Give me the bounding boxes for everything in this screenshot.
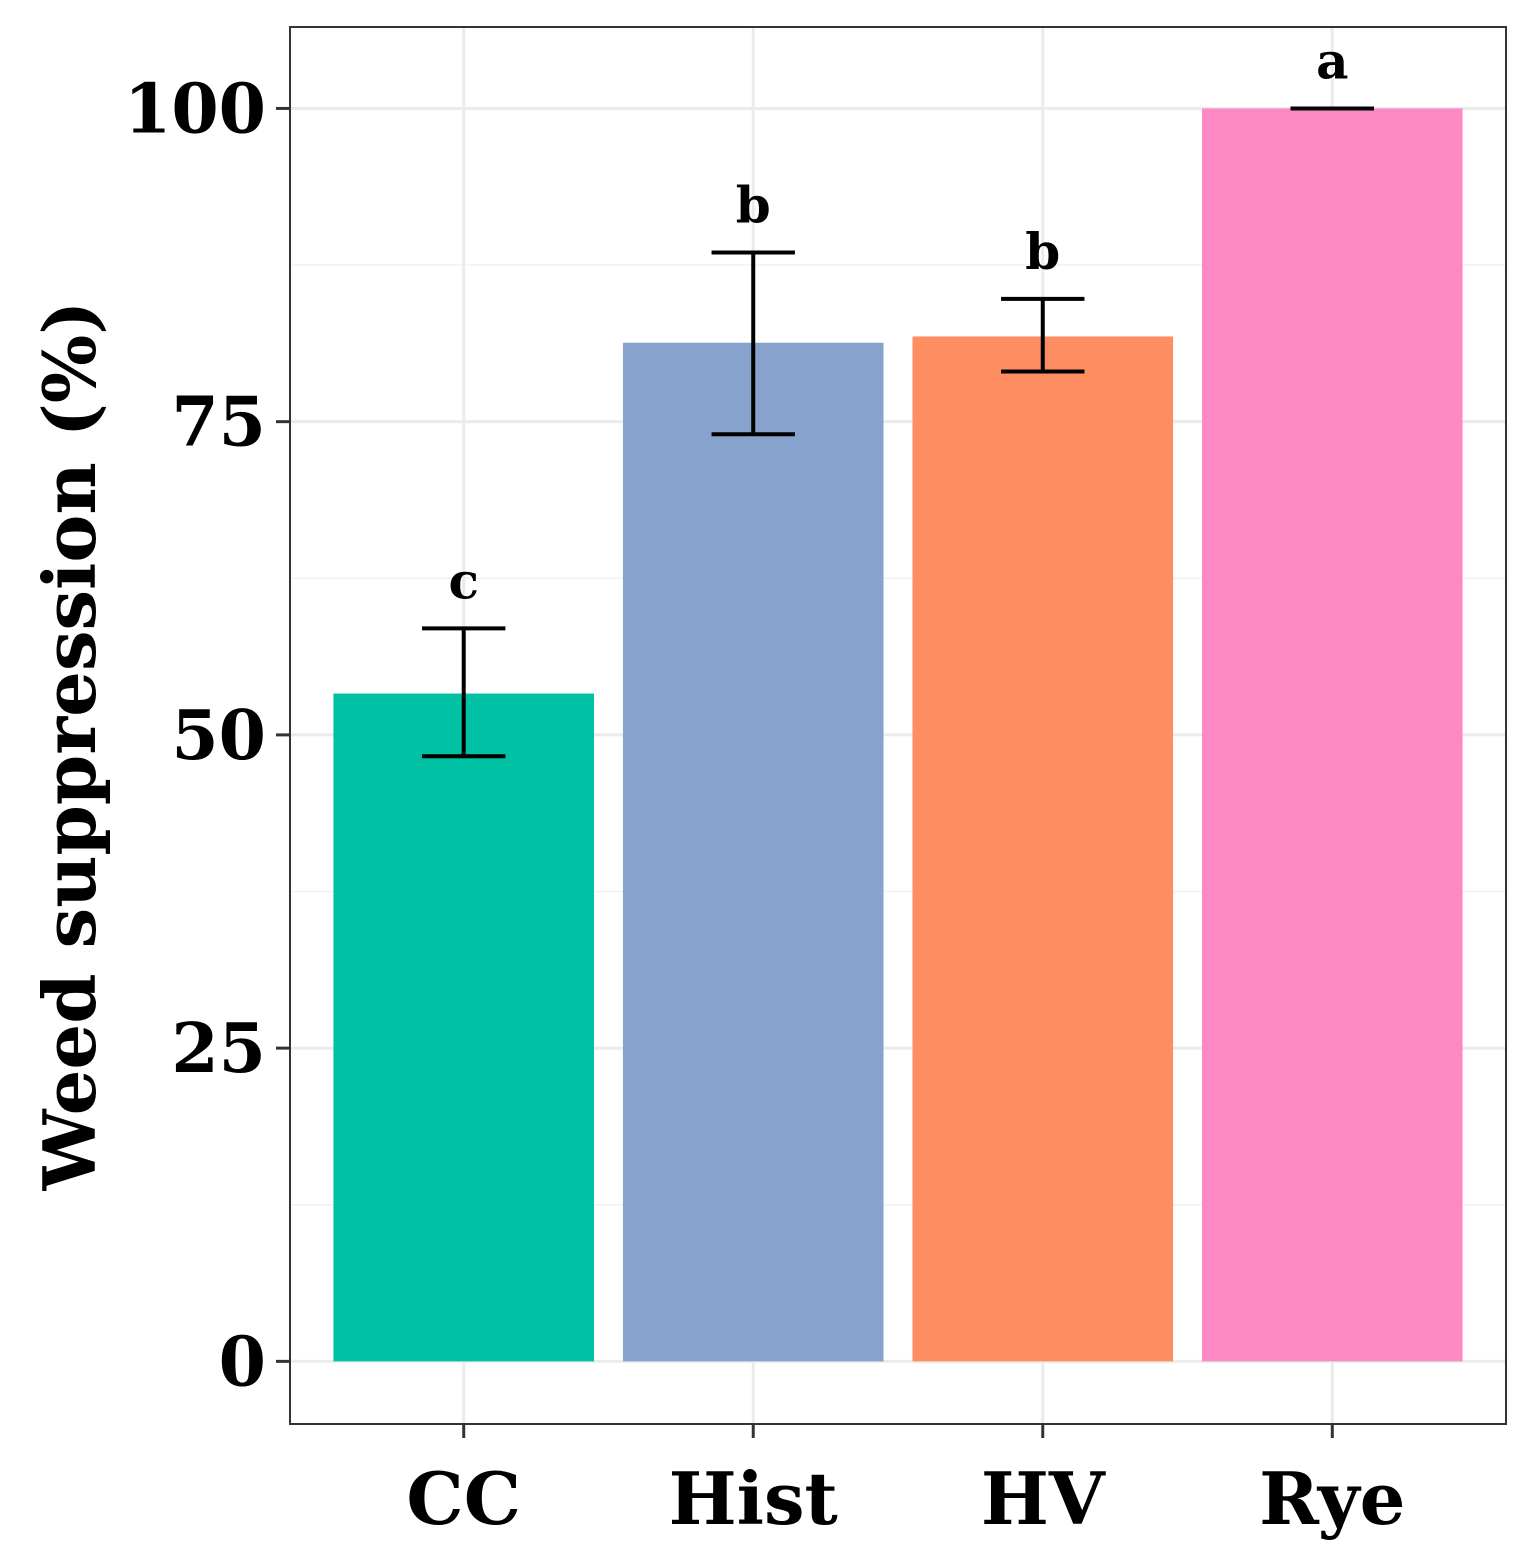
error-bar-cc [422, 626, 506, 759]
bar-hist [622, 342, 884, 1362]
panel-border [289, 26, 1507, 1425]
significance-letter-cc: c [448, 551, 478, 610]
bar-hv [912, 336, 1174, 1362]
bar-cc [333, 693, 594, 1362]
y-tick-label: 50 [171, 696, 266, 776]
x-tick-label-hist: Hist [669, 1456, 838, 1541]
x-tick-label-hv: HV [981, 1456, 1106, 1541]
significance-letters: c b b a [448, 31, 1348, 610]
significance-letter-rye: a [1316, 31, 1348, 90]
y-tick-label: 25 [171, 1009, 266, 1089]
y-axis-title: Weed suppression (%) [27, 301, 112, 1192]
bar-rye [1202, 108, 1463, 1362]
significance-letter-hv: b [1025, 222, 1060, 281]
error-bar-hv [1001, 296, 1085, 374]
significance-letter-hist: b [736, 176, 771, 235]
bars [333, 108, 1463, 1362]
y-tick-label: 100 [124, 69, 266, 149]
x-tick-label-cc: CC [406, 1456, 521, 1541]
error-bar-hist [711, 250, 795, 437]
y-axis: 0 25 50 75 100 [124, 69, 290, 1402]
x-axis: CC Hist HV Rye [406, 1424, 1405, 1541]
error-bars [422, 106, 1374, 759]
y-tick-label: 75 [171, 383, 266, 463]
y-tick-label: 0 [219, 1322, 266, 1402]
x-tick-label-rye: Rye [1259, 1456, 1405, 1541]
